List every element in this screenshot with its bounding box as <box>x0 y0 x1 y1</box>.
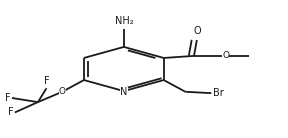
Text: F: F <box>44 76 49 86</box>
Text: O: O <box>59 87 66 96</box>
Text: Br: Br <box>213 88 223 98</box>
Text: N: N <box>120 87 128 97</box>
Text: O: O <box>193 26 201 36</box>
Text: NH₂: NH₂ <box>115 16 133 26</box>
Text: F: F <box>8 108 13 117</box>
Text: F: F <box>5 93 10 103</box>
Text: O: O <box>222 51 229 60</box>
